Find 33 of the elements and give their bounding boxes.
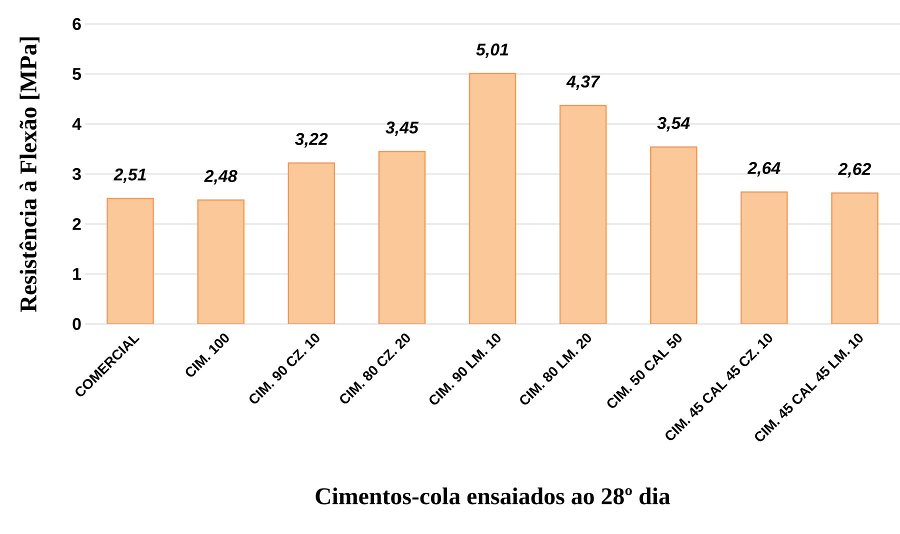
y-tick-label: 5 [72, 68, 82, 80]
y-tick-label: 0 [72, 318, 81, 330]
x-tick-label: CIM. 80 CZ. 20 [340, 334, 410, 404]
bar [740, 191, 788, 324]
bar [468, 72, 516, 324]
x-tick-label: CIM. 90 LM. 10 [430, 334, 500, 405]
data-label: 2,48 [204, 170, 238, 184]
y-tick-label: 2 [72, 218, 81, 230]
data-label: 2,62 [838, 163, 872, 178]
data-label: 3,45 [386, 122, 419, 136]
x-tick-label: CIM. 50 CAL 50 [607, 334, 682, 408]
data-label: 3,54 [657, 117, 690, 132]
data-label: 3,22 [295, 133, 328, 148]
bar [559, 104, 607, 324]
y-tick-label: 6 [72, 18, 81, 30]
data-label: 2,51 [114, 168, 146, 183]
y-tick-label: 4 [72, 118, 82, 130]
x-axis-title: Cimentos-cola ensaiados ao 28º dia [316, 488, 670, 504]
data-label: 2,64 [747, 162, 780, 176]
bar [378, 150, 426, 324]
y-axis-title: Resistência à Flexão [MPa] [19, 37, 40, 312]
bar [288, 162, 335, 324]
y-tick-label: 3 [72, 168, 81, 180]
data-label: 4,37 [566, 76, 600, 90]
x-tick-label: CIM. 80 LM. 20 [520, 334, 592, 405]
y-tick-label: 1 [73, 268, 82, 280]
data-label: 5,01 [476, 44, 508, 58]
bar [650, 146, 698, 324]
bar [831, 192, 878, 324]
x-tick-label: CIM. 100 [186, 334, 229, 377]
bar [197, 199, 244, 324]
x-tick-label: CIM. 90 CZ. 10 [250, 334, 320, 404]
bar [106, 198, 154, 324]
